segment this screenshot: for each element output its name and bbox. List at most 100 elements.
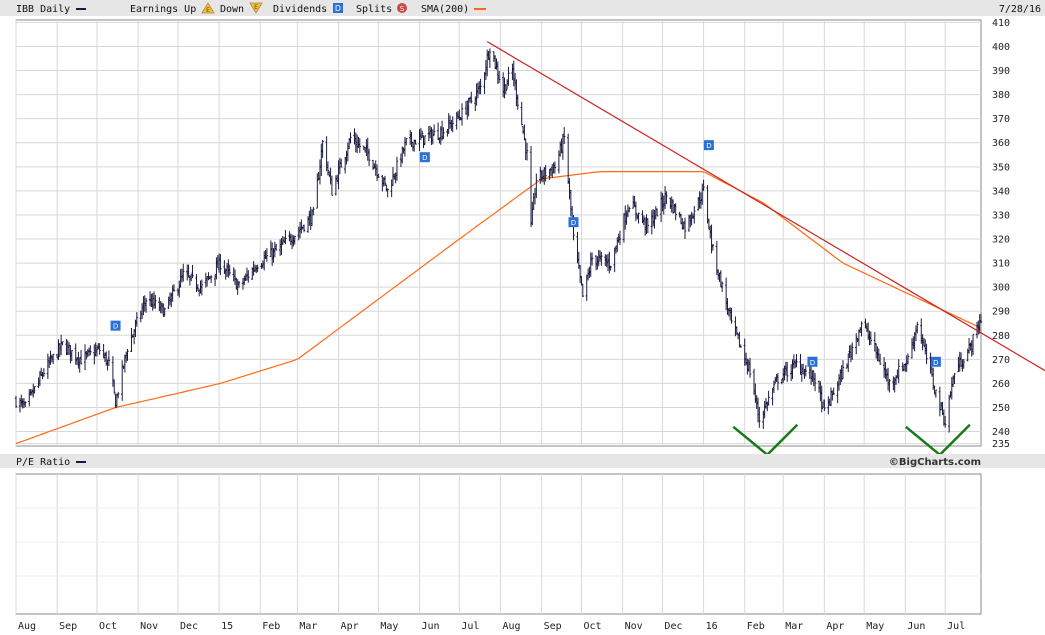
price-bar	[553, 161, 557, 174]
sma-200-series	[15, 171, 980, 445]
trendline-group	[486, 41, 1045, 372]
grid	[15, 20, 981, 446]
price-bar	[326, 161, 330, 176]
price-bar	[265, 248, 269, 262]
price-bar	[581, 283, 584, 298]
splits-icon	[397, 3, 407, 13]
price-bar	[117, 391, 120, 399]
price-bar	[61, 341, 64, 346]
price-bar	[855, 333, 858, 355]
price-bar	[228, 264, 231, 276]
price-bar	[535, 173, 538, 199]
pe-grid	[15, 474, 981, 614]
x-tick-label: Aug	[502, 621, 520, 632]
y-tick-label: 270	[992, 355, 1010, 366]
earnings-down-glyph: E	[254, 4, 258, 11]
dividend-markers: D D D D D D	[110, 140, 941, 367]
price-bar	[89, 345, 92, 356]
price-bar	[172, 284, 176, 292]
price-bar	[628, 206, 631, 213]
price-bar	[683, 217, 687, 239]
price-bar	[432, 124, 436, 136]
price-bar	[93, 344, 96, 365]
sma-200-line	[15, 171, 980, 445]
price-bar	[247, 270, 250, 283]
dividend-marker-box	[568, 217, 579, 228]
y-tick-label: 280	[992, 331, 1010, 342]
x-tick-label: Jul	[947, 621, 965, 632]
dividends-icon	[333, 3, 343, 13]
symbol-label: IBB Daily	[16, 4, 70, 15]
price-bar	[284, 230, 287, 245]
price-bar	[840, 365, 843, 383]
price-bar	[979, 313, 983, 324]
price-bar	[888, 378, 891, 393]
price-bar	[383, 175, 387, 186]
earnings-up-glyph: E	[206, 7, 210, 14]
y-tick-label: 260	[992, 379, 1010, 390]
price-bar	[144, 298, 148, 313]
price-bar	[916, 321, 919, 334]
dividend-icon: D	[930, 356, 941, 367]
price-bar	[497, 71, 501, 84]
price-bar	[795, 354, 798, 368]
y-tick-label: 310	[992, 259, 1010, 270]
dividend-marker-glyph: D	[422, 154, 427, 162]
price-bar	[107, 350, 111, 367]
bigcharts-watermark: ©BigCharts.com	[889, 457, 981, 468]
dividend-icon: D	[419, 152, 430, 163]
price-bar	[600, 251, 603, 266]
splits-label: Splits	[356, 4, 392, 15]
price-bar	[420, 130, 424, 139]
price-bar	[479, 78, 482, 95]
price-bar	[693, 206, 696, 224]
price-bar	[98, 343, 101, 355]
price-bar	[523, 124, 526, 141]
price-bar	[196, 284, 200, 291]
price-bar	[154, 294, 157, 309]
price-bar	[947, 394, 951, 433]
price-bar	[758, 406, 761, 428]
y-tick-label: 235	[992, 439, 1010, 450]
price-bar	[804, 365, 807, 377]
price-bar	[33, 386, 36, 394]
dividend-marker-glyph: D	[113, 323, 118, 331]
y-tick-label: 240	[992, 427, 1010, 438]
x-tick-label: Jun	[907, 621, 925, 632]
earnings-up-icon	[201, 2, 215, 14]
pe-legend-swatch	[76, 461, 86, 463]
price-bar	[414, 139, 417, 145]
price-bar	[516, 94, 519, 110]
y-tick-label: 290	[992, 307, 1010, 318]
dividend-marker-glyph: D	[810, 359, 815, 367]
price-bar	[767, 390, 770, 406]
price-bar	[820, 385, 823, 413]
price-bar	[841, 360, 845, 379]
x-tick-label: Dec	[664, 621, 682, 632]
price-bar	[340, 158, 343, 168]
price-bar	[423, 135, 427, 146]
price-bar	[869, 331, 873, 345]
dividend-icon: D	[110, 320, 121, 331]
price-series	[14, 48, 983, 433]
y-tick-label: 410	[992, 18, 1010, 29]
price-bar	[79, 349, 83, 365]
earnings-down-icon	[249, 2, 263, 14]
price-bar	[786, 361, 789, 382]
price-bar	[451, 116, 454, 133]
price-bar	[330, 175, 334, 196]
x-tick-label: Sep	[544, 621, 562, 632]
price-bar	[95, 345, 99, 357]
price-bar	[274, 243, 278, 251]
y-tick-label: 300	[992, 283, 1010, 294]
price-plot-area	[15, 19, 982, 447]
price-bar	[42, 368, 46, 377]
price-bar	[14, 395, 18, 409]
pe-header-bar	[0, 454, 1045, 468]
x-tick-label: Dec	[180, 621, 198, 632]
price-bar	[442, 127, 445, 139]
dividend-marker-box	[419, 152, 430, 163]
price-bar	[312, 206, 315, 216]
price-bar	[525, 142, 529, 161]
